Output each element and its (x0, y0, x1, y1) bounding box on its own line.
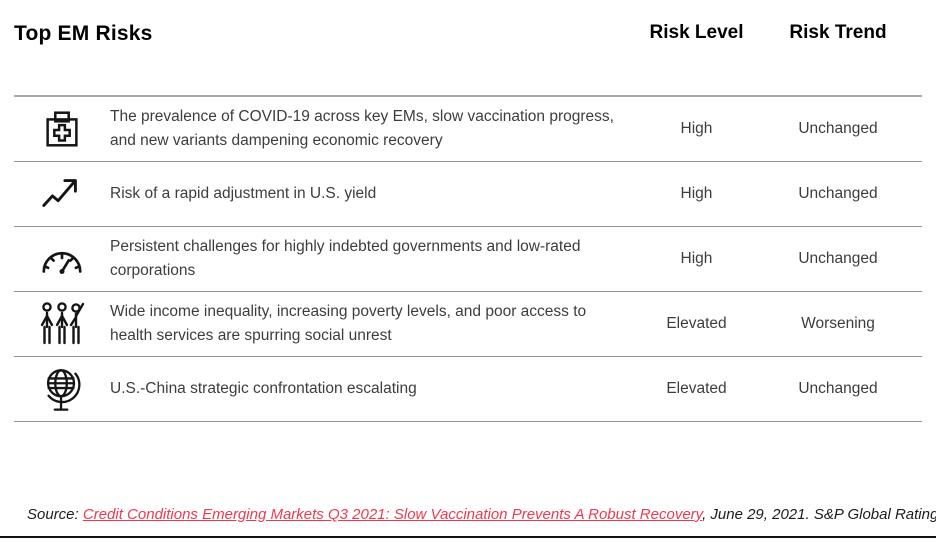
source-suffix: , June 29, 2021. S&P Global Ratings. (702, 506, 936, 523)
source-link[interactable]: Credit Conditions Emerging Markets Q3 20… (82, 506, 703, 523)
risk-description: The prevalence of COVID-19 across key EM… (110, 108, 614, 150)
column-header-risk-level: Risk Level (649, 22, 744, 43)
risk-trend-value: Unchanged (798, 120, 878, 138)
risk-level-value: High (680, 250, 713, 268)
crowd-protest-icon (36, 300, 88, 348)
table-row: U.S.-China strategic confrontation escal… (14, 357, 922, 423)
page-title: Top EM Risks (14, 22, 153, 45)
risk-description: Wide income inequality, increasing pover… (110, 303, 587, 345)
globe-on-stand-icon (36, 365, 88, 413)
risk-description: Risk of a rapid adjustment in U.S. yield (110, 185, 377, 203)
table-row: Wide income inequality, increasing pover… (14, 292, 922, 358)
source-label: Source: (27, 506, 83, 523)
upward-trend-arrow-icon (36, 170, 88, 218)
column-header-risk-trend: Risk Trend (789, 22, 887, 43)
risk-description: U.S.-China strategic confrontation escal… (110, 380, 417, 398)
risk-trend-value: Unchanged (798, 250, 878, 268)
risk-level-value: High (680, 120, 713, 138)
risk-description: Persistent challenges for highly indebte… (110, 238, 581, 280)
risk-level-value: Elevated (666, 380, 727, 398)
risk-level-value: High (680, 185, 713, 203)
table-row: Persistent challenges for highly indebte… (14, 227, 922, 293)
risk-level-value: Elevated (666, 315, 727, 333)
table-row: Risk of a rapid adjustment in U.S. yield… (14, 162, 922, 228)
risk-trend-value: Unchanged (798, 380, 878, 398)
table-header-row: Top EM Risks Risk Level Risk Trend (14, 0, 922, 97)
risks-table: Top EM Risks Risk Level Risk Trend The p… (14, 0, 922, 423)
risk-trend-value: Unchanged (798, 185, 878, 203)
table-row: The prevalence of COVID-19 across key EM… (14, 97, 922, 163)
gauge-icon (36, 235, 88, 283)
risk-trend-value: Worsening (801, 315, 875, 333)
source-line: Source: Credit Conditions Emerging Marke… (27, 506, 936, 523)
first-aid-kit-icon (36, 105, 88, 153)
bottom-rule (0, 536, 936, 538)
